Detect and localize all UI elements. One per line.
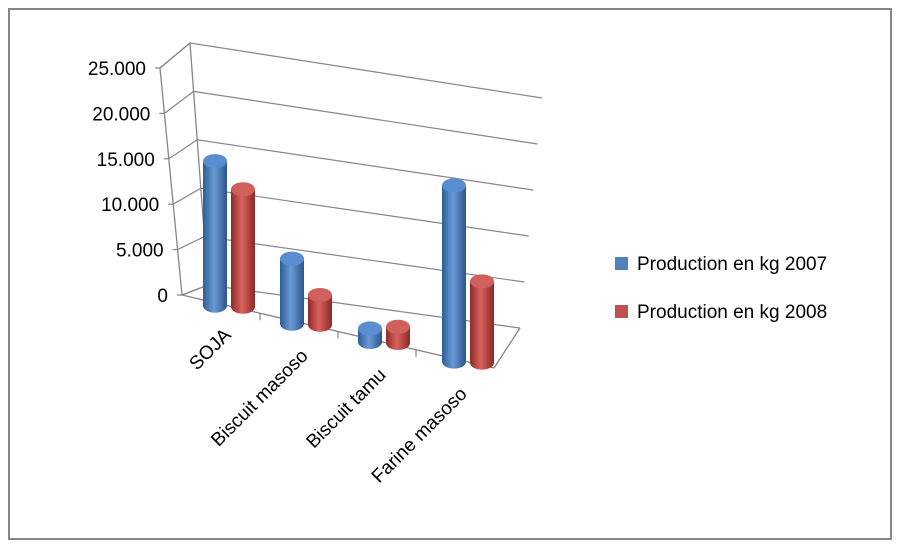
bar-2008-0 [231, 182, 255, 314]
bar-top [203, 154, 227, 169]
bar-body [203, 161, 227, 313]
bar-2008-3 [470, 274, 494, 370]
bar-top [308, 287, 332, 302]
gridline [164, 90, 538, 145]
y-tick-label: 15.000 [97, 150, 155, 171]
bar-top [442, 178, 466, 193]
bar-body [280, 258, 304, 331]
gridline [159, 42, 543, 99]
bars [203, 154, 494, 370]
y-tick-label: 0 [157, 286, 168, 307]
category-label: Biscuit masoso [207, 346, 312, 451]
y-tick-label: 5.000 [116, 241, 164, 262]
gridline [168, 139, 534, 191]
category-label: Farine masoso [368, 384, 472, 488]
bar-body [470, 281, 494, 370]
bar-top [358, 321, 382, 336]
bar-2007-1 [280, 251, 304, 331]
y-tick-label: 20.000 [92, 104, 150, 125]
y-tick-label: 25.000 [88, 59, 146, 80]
y-tick-label: 10.000 [101, 195, 159, 216]
bar-2007-3 [442, 178, 466, 369]
category-label: Biscuit tamu [303, 365, 391, 453]
gridline [172, 187, 529, 237]
bar-top [280, 251, 304, 266]
legend-swatch-2007 [615, 257, 628, 270]
bar-2008-2 [386, 319, 410, 351]
bar-2007-0 [203, 154, 227, 313]
bar-top [231, 182, 255, 197]
bar-top [386, 319, 410, 334]
legend: Production en kg 2007 Production en kg 2… [615, 254, 827, 323]
bar-2007-2 [358, 321, 382, 349]
bar-2008-1 [308, 287, 332, 332]
bar-body [308, 294, 332, 332]
bar-body [231, 189, 255, 314]
x-axis [259, 313, 417, 357]
gridline [177, 235, 525, 283]
category-label: SOJA [186, 324, 236, 374]
legend-label-2007: Production en kg 2007 [637, 254, 827, 275]
bar-body [442, 185, 466, 369]
bar-top [470, 274, 494, 289]
legend-label-2008: Production en kg 2008 [637, 302, 827, 323]
legend-swatch-2008 [615, 305, 628, 318]
y-axis-ticks: 0 5.000 10.000 15.000 20.000 25.000 [88, 59, 182, 307]
